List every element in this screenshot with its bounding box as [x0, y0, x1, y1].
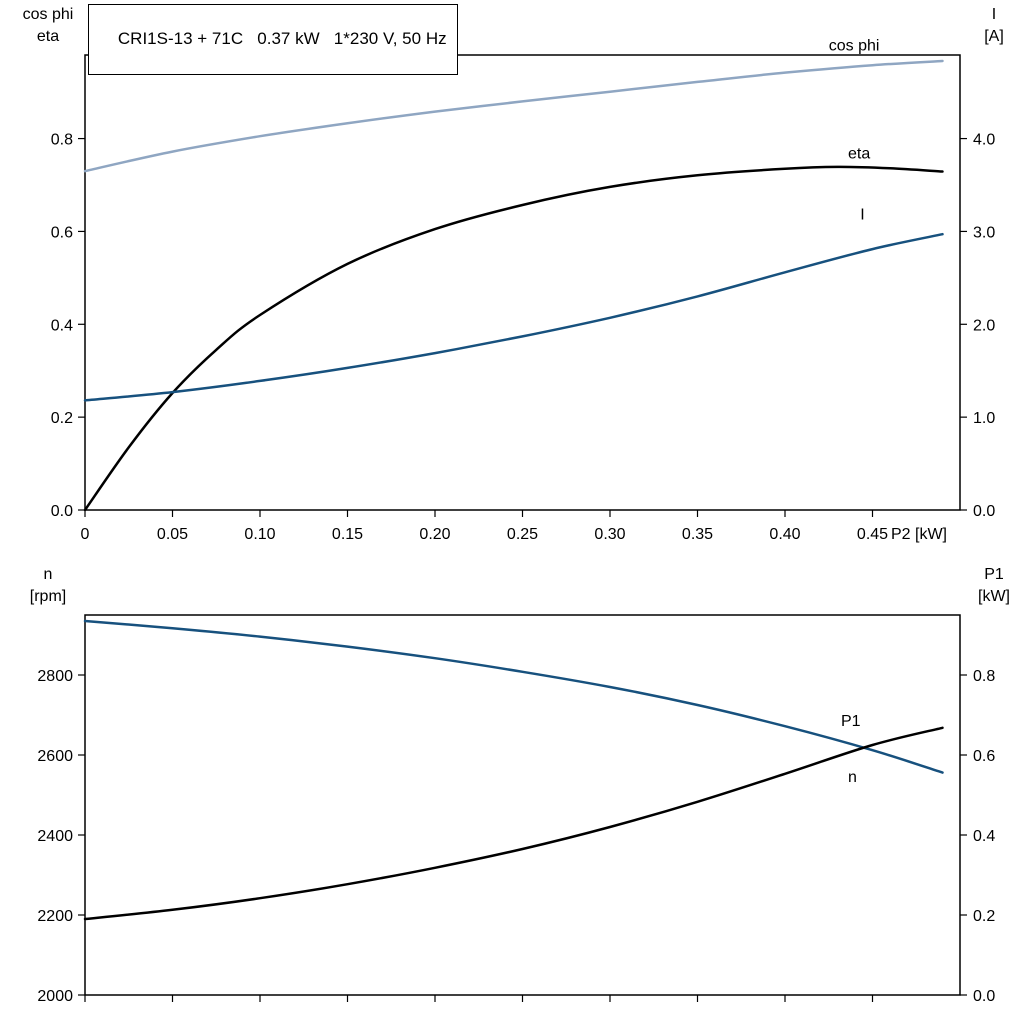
left-tick-label: 0.8 [51, 132, 73, 149]
left-tick-label: 0.4 [51, 317, 73, 334]
right-axis-header-line: I [992, 6, 996, 23]
right-tick-label: 0.0 [973, 988, 995, 1005]
chart-title: CRI1S-13 + 71C 0.37 kW 1*230 V, 50 Hz [117, 29, 447, 48]
right-tick-label: 0.2 [973, 908, 995, 925]
left-axis-header-line: cos phi [23, 6, 74, 23]
right-tick-label: 3.0 [973, 224, 995, 241]
left-axis-header-line: eta [37, 28, 59, 45]
right-axis-header-line: P1 [984, 566, 1004, 583]
right-tick-label: 0.6 [973, 748, 995, 765]
right-tick-label: 1.0 [973, 410, 995, 427]
curve-label-cos-phi: cos phi [829, 37, 880, 54]
x-tick-label: 0.15 [332, 526, 363, 543]
x-tick-label: 0.20 [419, 526, 450, 543]
curve-eta [83, 165, 944, 512]
right-axis-header-line: [A] [984, 28, 1004, 45]
right-tick-label: 0.0 [973, 503, 995, 520]
curve-n [83, 619, 944, 774]
left-axis-header-line: n [44, 566, 53, 583]
x-tick-label: 0.25 [507, 526, 538, 543]
left-tick-label: 2600 [37, 748, 73, 765]
chart-title-box: CRI1S-13 + 71C 0.37 kW 1*230 V, 50 Hz [88, 4, 458, 75]
plot-border-0 [84, 54, 961, 511]
right-axis-header-line: [kW] [978, 588, 1010, 605]
left-tick-label: 0.2 [51, 410, 73, 427]
left-tick-label: 2800 [37, 668, 73, 685]
x-tick-label: 0.40 [769, 526, 800, 543]
right-tick-label: 2.0 [973, 317, 995, 334]
x-tick-label: 0 [81, 526, 90, 543]
left-tick-label: 2400 [37, 828, 73, 845]
curve-i [83, 232, 944, 402]
left-tick-label: 2000 [37, 988, 73, 1005]
left-tick-label: 0.6 [51, 224, 73, 241]
x-tick-label: 0.45 [857, 526, 888, 543]
right-tick-label: 4.0 [973, 132, 995, 149]
curve-cos-phi [83, 59, 944, 173]
x-tick-label: 0.35 [682, 526, 713, 543]
left-tick-label: 0.0 [51, 503, 73, 520]
x-tick-label: 0.05 [157, 526, 188, 543]
x-axis-label: P2 [kW] [891, 526, 947, 543]
x-tick-label: 0.30 [594, 526, 625, 543]
x-tick-label: 0.10 [244, 526, 275, 543]
curve-label-eta: eta [848, 146, 870, 163]
curve-label-n: n [848, 769, 857, 786]
left-tick-label: 2200 [37, 908, 73, 925]
left-axis-header-line: [rpm] [30, 588, 66, 605]
curve-label-p1: P1 [841, 713, 861, 730]
right-tick-label: 0.4 [973, 828, 995, 845]
curve-p1 [83, 726, 944, 921]
right-tick-label: 0.8 [973, 668, 995, 685]
curve-label-i: I [860, 206, 864, 223]
